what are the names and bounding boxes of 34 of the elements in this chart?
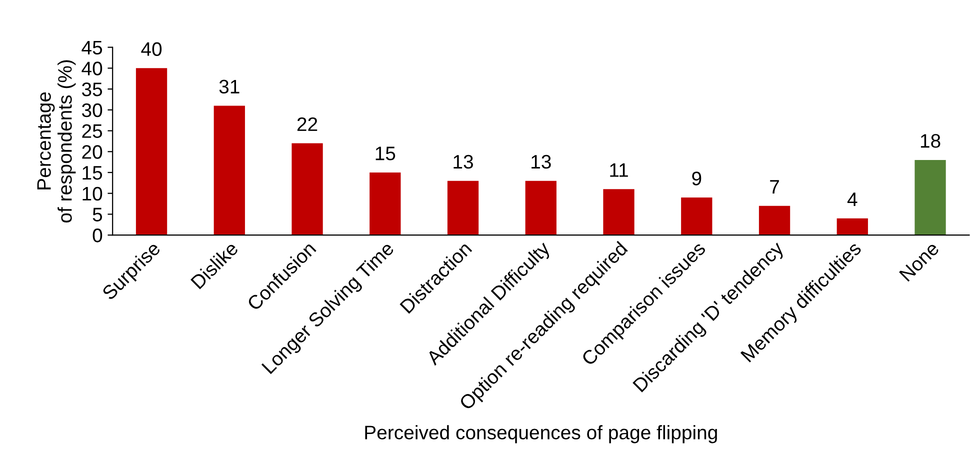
bar [136,68,168,236]
y-tick-label: 40 [82,62,102,76]
y-tick-label: 15 [82,166,102,180]
data-label: 18 [920,134,940,148]
data-label: 7 [770,180,779,194]
bar [525,180,556,236]
y-tick-label: 35 [82,82,102,96]
data-label: 40 [141,42,162,56]
bar [447,180,479,236]
data-label: 15 [376,146,396,160]
data-label: 9 [692,172,702,186]
y-tick-label: 45 [82,40,102,55]
bar [214,106,245,236]
bar [370,172,401,236]
bar [681,198,712,236]
bar [836,218,868,236]
bar [758,206,790,236]
y-tick-label: 30 [82,103,102,118]
data-label: 22 [297,117,318,131]
y-tick-label: 5 [92,208,102,222]
data-label: 31 [219,80,240,94]
bar [603,189,634,236]
data-label: 11 [610,163,628,177]
y-tick-label: 20 [82,145,102,159]
data-label: 13 [532,154,551,169]
y-axis-title: Percentage of respondents (%) [37,60,76,223]
bar [914,160,946,236]
y-tick-label: 0 [92,228,102,242]
y-tick-label: 25 [82,124,102,138]
bar [292,143,323,236]
data-label: 4 [847,192,858,206]
y-tick-label: 10 [82,186,102,201]
x-axis-title: Perceived consequences of page flipping [365,425,717,444]
data-label: 13 [454,154,473,169]
